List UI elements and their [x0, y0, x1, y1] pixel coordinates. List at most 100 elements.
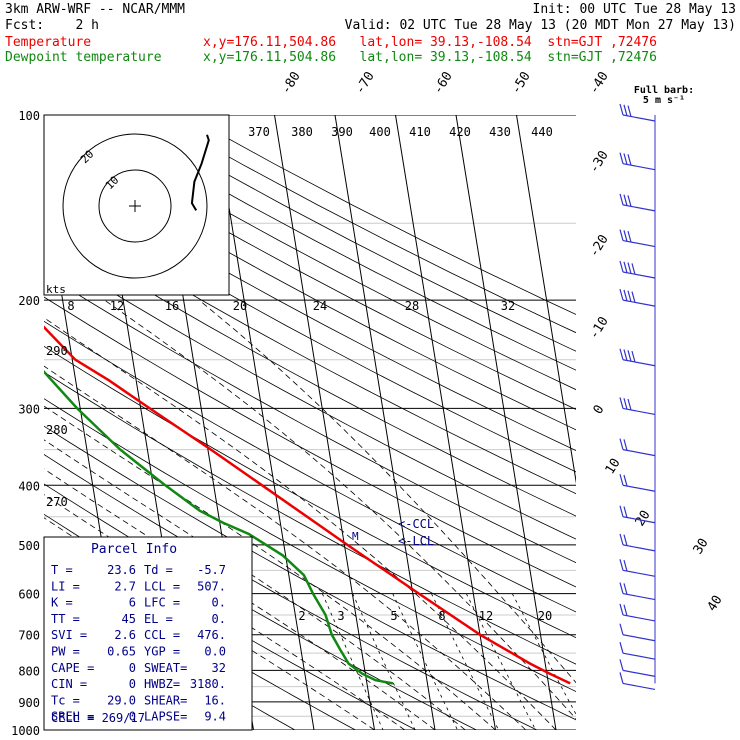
wind-barb-feather: [623, 153, 628, 165]
moist-adiabat-line: [44, 405, 496, 730]
parcel-row-value: 2.7: [114, 579, 136, 593]
dry-adiabat-line: [44, 345, 576, 639]
wind-barb-feather: [623, 604, 628, 616]
hodograph-ring: [62, 133, 208, 279]
speed-tick-label: 12: [110, 299, 124, 313]
parcel-row-value: 0: [129, 661, 136, 675]
wind-barb-feather: [623, 583, 628, 595]
moist-adiabat-line: [44, 439, 466, 730]
mixing-ratio-label: 5: [390, 609, 397, 623]
wind-barb-feather: [623, 474, 628, 487]
wind-barb-feather: [627, 290, 632, 302]
parcel-row-value: 3180.: [190, 677, 226, 691]
wind-barb: [619, 582, 656, 601]
mixing-ratio-line: [465, 593, 537, 730]
wind-barb-feather: [623, 194, 628, 206]
wind-barb: [619, 348, 656, 367]
pressure-label: 400: [18, 479, 40, 493]
parcel-row-value: 23.6: [107, 563, 136, 577]
parcel-row-label: Tc =: [51, 693, 80, 707]
isotherm-line: [0, 115, 12, 730]
ccl-marker: <-CCL: [398, 517, 434, 531]
parcel-row-value: 0: [129, 677, 136, 691]
speed-tick-label: 28: [405, 299, 419, 313]
theta-label: 430: [489, 125, 511, 139]
wind-barb-feather: [623, 398, 628, 410]
wind-barb: [619, 505, 656, 524]
mixing-ratio-line: [511, 593, 576, 716]
theta-e-label: 280: [46, 423, 68, 437]
wind-barb-shaft: [622, 592, 656, 601]
wind-barb-feather: [619, 103, 624, 116]
isotherm-label: 40: [705, 593, 726, 614]
wind-barb: [619, 559, 656, 577]
parcel-row-value: -5.7: [197, 563, 226, 577]
isotherm-line: [274, 115, 375, 730]
dry-adiabat-line: [44, 163, 576, 451]
parcel-row-label: T =: [51, 563, 73, 577]
mixing-ratio-line: [392, 593, 458, 730]
moist-adiabat-line: [104, 299, 576, 720]
mixing-ratio-label: 8: [438, 609, 445, 623]
wind-barb: [619, 397, 656, 416]
wind-barb-feather: [627, 350, 632, 362]
mixing-ratio-label: 12: [479, 609, 493, 623]
wind-barb: [619, 229, 656, 248]
wind-barb-shaft: [622, 516, 656, 524]
parcel-row-value: 45: [122, 612, 136, 626]
parcel-row-label: LFC =: [144, 596, 180, 610]
parcel-row-value: 507.: [197, 579, 226, 593]
wind-barb-feather: [619, 260, 624, 273]
wind-barb-feather: [619, 152, 624, 164]
dry-adiabat-line: [44, 249, 576, 540]
wind-barb-feather: [631, 350, 636, 363]
wind-barb-feather: [623, 230, 628, 242]
parcel-row-label: CAPE =: [51, 661, 94, 675]
parcel-row-label: Td =: [144, 563, 173, 577]
parcel-row-label: SVI =: [51, 628, 87, 642]
barb-legend-title: Full barb:: [634, 85, 694, 96]
isotherm-line: [577, 115, 677, 730]
hodograph-unit: kts: [46, 283, 66, 296]
pressure-label: 100: [18, 109, 40, 123]
parcel-row-label: PW =: [51, 645, 80, 659]
wind-barb: [619, 659, 656, 677]
parcel-row-label: CIN =: [51, 677, 87, 691]
wind-barb-feather: [623, 104, 628, 116]
speed-tick-label: 20: [233, 299, 247, 313]
dry-adiabat-line: [44, 184, 576, 473]
wind-barb-feather: [623, 439, 628, 451]
parcel-m-marker: M: [352, 530, 359, 543]
init-time: Init: 00 UTC Tue 28 May 13: [532, 2, 737, 17]
wind-barb-feather: [619, 559, 624, 571]
theta-label: 420: [449, 125, 471, 139]
wind-barb-feather: [619, 659, 624, 671]
wind-barb-feather: [619, 672, 624, 684]
parcel-row-label: LCL =: [144, 579, 180, 593]
dry-adiabat-line: [44, 296, 576, 588]
parcel-row-value: 0.0: [204, 645, 226, 659]
wind-barb-shaft: [622, 682, 656, 691]
barb-legend-value: 5 m s⁻¹: [643, 95, 685, 106]
moist-adiabat-line: [198, 299, 576, 684]
wind-barb-feather: [623, 289, 628, 302]
wind-barb-feather: [619, 348, 624, 360]
wind-barb-feather: [623, 559, 628, 572]
wind-barb-shaft: [622, 163, 656, 171]
wind-barb: [619, 672, 656, 691]
isotherm-label: 20: [633, 508, 654, 529]
isotherm-label: -40: [587, 69, 612, 97]
dry-adiabat-line: [44, 205, 576, 495]
wind-barb-feather: [627, 195, 632, 207]
wind-barb-feather: [627, 262, 632, 274]
pressure-label: 1000: [11, 724, 40, 738]
parcel-row-value: 32: [212, 661, 226, 675]
pressure-label: 200: [18, 294, 40, 308]
wind-barb: [619, 193, 656, 212]
wind-barb-feather: [623, 506, 628, 518]
parcel-row-label: HWBZ=: [144, 677, 180, 691]
isotherm-line: [455, 115, 557, 730]
pressure-label: 700: [18, 629, 40, 643]
legend-dewpoint: Dewpoint temperature: [5, 50, 162, 65]
